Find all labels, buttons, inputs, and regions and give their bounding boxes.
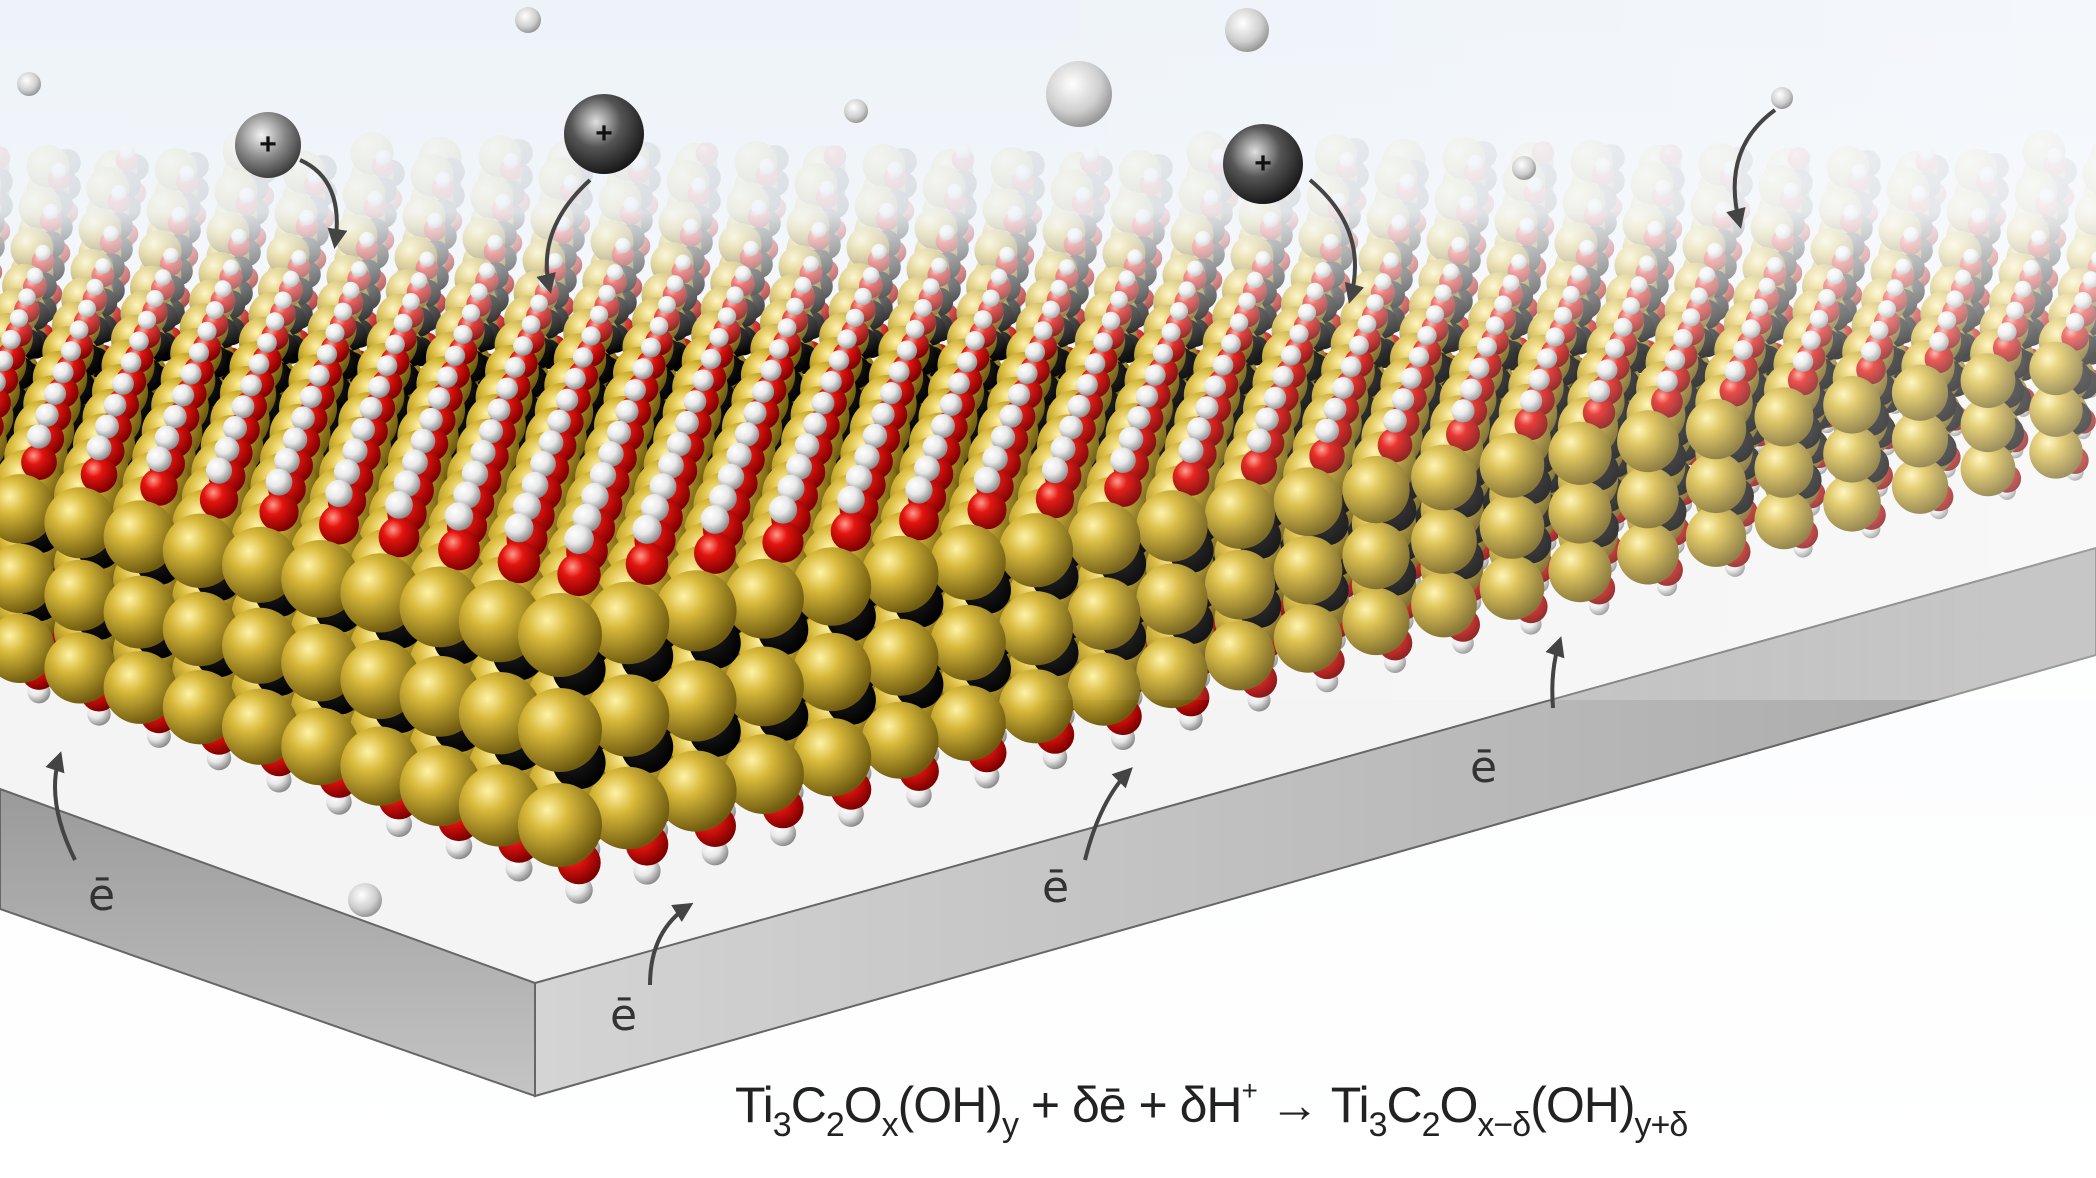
eq-sub: 2 <box>1421 1106 1441 1144</box>
eq-sub: y+δ <box>1634 1106 1689 1144</box>
eq-term: C <box>1386 1077 1422 1133</box>
eq-sub: 3 <box>772 1106 792 1144</box>
cation-charge-label: + <box>259 128 277 161</box>
electron-arrow <box>1083 767 1133 861</box>
eq-sub: x−δ <box>1477 1106 1531 1144</box>
particle <box>1512 156 1536 180</box>
particle <box>1225 8 1269 52</box>
particle <box>1046 61 1112 127</box>
reaction-equation: Ti3C2Ox(OH)y + δē + δH+ → Ti3C2Ox−δ(OH)y… <box>735 1075 1689 1145</box>
ions <box>235 94 1303 204</box>
ion-arrow <box>536 178 592 294</box>
eq-sub: 3 <box>1368 1106 1388 1144</box>
electron-label: ē <box>1042 862 1070 913</box>
eq-term: (OH) <box>1530 1077 1635 1133</box>
depth-fog-right <box>0 0 2096 700</box>
electron-arrow <box>45 751 77 861</box>
electron-arrow <box>648 902 694 986</box>
eq-arrow: → <box>1256 1077 1331 1133</box>
electron-label: ē <box>88 870 116 921</box>
eq-term: Ti <box>1330 1077 1370 1133</box>
eq-term: (OH) <box>897 1077 1003 1133</box>
electron-label: ē <box>1470 742 1498 793</box>
ion-arrows <box>45 108 1777 986</box>
eq-sub: 2 <box>825 1106 845 1144</box>
eq-term: O <box>843 1077 883 1133</box>
eq-term: C <box>790 1077 827 1133</box>
eq-term: Ti <box>735 1077 774 1133</box>
ion-arrow <box>1308 178 1365 304</box>
ion-arrow <box>1726 108 1777 229</box>
particle <box>17 72 41 96</box>
particle <box>844 99 868 123</box>
cation-charge-label: + <box>595 117 613 150</box>
cation-charge-label: + <box>1254 147 1272 180</box>
ion-arrow <box>299 158 348 249</box>
cation-1 <box>235 112 301 178</box>
eq-sub: y <box>1001 1106 1019 1144</box>
electron-arrow <box>1545 636 1565 709</box>
eq-sub: x <box>881 1106 899 1144</box>
eq-sup: + <box>1241 1075 1258 1106</box>
particle <box>1771 87 1793 109</box>
solution-particles <box>17 7 1793 917</box>
electron-label: ē <box>610 990 638 1041</box>
eq-term: + δē + δH <box>1017 1077 1243 1133</box>
cation-3 <box>1223 124 1303 204</box>
cation-2 <box>564 94 644 174</box>
particle <box>515 7 541 33</box>
particle <box>348 883 382 917</box>
eq-term: O <box>1439 1077 1479 1133</box>
